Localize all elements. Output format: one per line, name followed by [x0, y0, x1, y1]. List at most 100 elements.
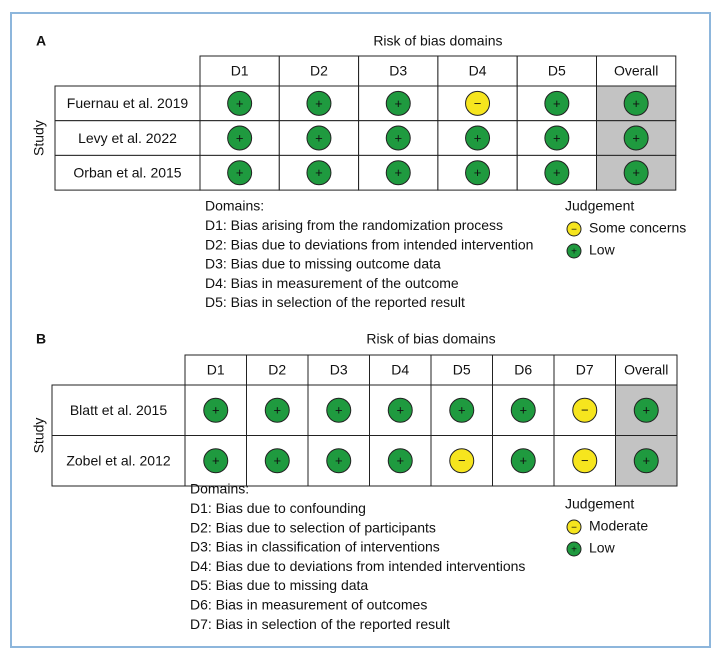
judgement-symbol: + — [553, 130, 561, 145]
judgement-dot — [264, 397, 290, 423]
panel-title: Risk of bias domains — [373, 33, 502, 49]
legend-dot — [566, 243, 582, 259]
judgement-symbol: + — [236, 96, 244, 111]
panel-title: Risk of bias domains — [366, 331, 495, 347]
judgement-symbol: + — [394, 165, 402, 180]
study-name: Blatt et al. 2015 — [70, 402, 168, 418]
judgement-symbol: + — [335, 403, 343, 418]
legend-dot — [566, 519, 582, 535]
column-header: D2 — [310, 63, 328, 79]
row-header: Study — [31, 120, 47, 156]
judgement-symbol: + — [553, 96, 561, 111]
judgement-dot — [203, 397, 229, 423]
header-cell — [516, 55, 598, 87]
judgement-dot — [203, 448, 229, 474]
judgement-dot — [387, 448, 413, 474]
legend-label: Low — [589, 242, 616, 258]
judgement-dot — [544, 90, 570, 116]
study-name: Zobel et al. 2012 — [66, 452, 171, 468]
judgement-symbol: + — [273, 403, 281, 418]
judgement-symbol: + — [212, 453, 220, 468]
legend-symbol: + — [571, 247, 577, 258]
column-header: D4 — [391, 362, 409, 378]
header-cell — [553, 354, 616, 386]
judgement-symbol: + — [315, 130, 323, 145]
judgement-dot — [465, 90, 491, 116]
domain-line: D3: Bias in classification of interventi… — [190, 539, 440, 555]
domain-line: D1: Bias arising from the randomization … — [205, 217, 503, 233]
judgement-dot — [449, 448, 475, 474]
judgement-dot — [465, 125, 491, 151]
judgement-symbol: + — [273, 453, 281, 468]
domains-title: Domains: — [190, 481, 249, 497]
judgement-dot — [306, 125, 332, 151]
judgement-dot — [264, 448, 290, 474]
study-cell — [54, 154, 201, 191]
judgement-dot — [326, 448, 352, 474]
judgement-symbol: + — [236, 165, 244, 180]
legend-symbol: − — [571, 225, 577, 236]
judgement-symbol: + — [474, 130, 482, 145]
domain-line: D5: Bias in selection of the reported re… — [205, 294, 465, 310]
column-header: Overall — [614, 63, 658, 79]
column-header: Overall — [624, 362, 668, 378]
judgement-symbol: + — [642, 453, 650, 468]
judgement-symbol: + — [632, 165, 640, 180]
judgement-dot — [544, 125, 570, 151]
legend-symbol: + — [571, 545, 577, 556]
judgement-dot — [387, 397, 413, 423]
column-header: D5 — [548, 63, 566, 79]
study-cell — [51, 384, 186, 436]
judgement-dot — [227, 90, 253, 116]
legend-dot — [566, 541, 582, 557]
judgement-symbol: − — [458, 453, 466, 468]
legend-label: Some concerns — [589, 220, 686, 236]
study-name: Orban et al. 2015 — [73, 164, 181, 180]
domain-line: D4: Bias due to deviations from intended… — [190, 558, 525, 574]
domain-line: D4: Bias in measurement of the outcome — [205, 275, 459, 291]
column-header: D3 — [330, 362, 348, 378]
study-name: Fuernau et al. 2019 — [67, 95, 189, 111]
judgement-symbol: + — [396, 453, 404, 468]
judgement-symbol: + — [335, 453, 343, 468]
legend-label: Low — [589, 540, 616, 556]
judgement-symbol: + — [519, 453, 527, 468]
judgement-symbol: + — [394, 130, 402, 145]
legend-dot — [566, 221, 582, 237]
judgement-dot — [385, 125, 411, 151]
column-header: D1 — [231, 63, 249, 79]
header-cell — [492, 354, 555, 386]
study-cell — [54, 120, 201, 156]
judgement-symbol: + — [632, 96, 640, 111]
domain-line: D5: Bias due to missing data — [190, 577, 368, 593]
study-cell — [54, 85, 201, 122]
judgement-symbol: + — [315, 96, 323, 111]
judgement-dot — [227, 160, 253, 186]
judgement-symbol: + — [394, 96, 402, 111]
judgement-symbol: + — [396, 403, 404, 418]
judgement-symbol: + — [642, 403, 650, 418]
judgement-dot — [623, 125, 649, 151]
judgement-dot — [449, 397, 475, 423]
judgement-dot — [544, 160, 570, 186]
column-header: D5 — [453, 362, 471, 378]
judgement-dot — [227, 125, 253, 151]
column-header: D7 — [576, 362, 594, 378]
judgement-symbol: + — [315, 165, 323, 180]
panel-label: B — [36, 331, 46, 347]
judgement-dot — [326, 397, 352, 423]
judgement-cell — [492, 384, 555, 436]
judgement-symbol: + — [212, 403, 220, 418]
study-cell — [51, 435, 186, 487]
header-cell — [430, 354, 493, 386]
judgement-symbol: − — [581, 453, 589, 468]
judgement-dot — [510, 397, 536, 423]
panel-label: A — [36, 33, 46, 49]
judgement-title: Judgement — [565, 198, 634, 214]
domain-line: D1: Bias due to confounding — [190, 500, 366, 516]
header-cell — [369, 354, 432, 386]
header-cell — [307, 354, 370, 386]
domain-line: D6: Bias in measurement of outcomes — [190, 597, 427, 613]
column-header: D3 — [389, 63, 407, 79]
